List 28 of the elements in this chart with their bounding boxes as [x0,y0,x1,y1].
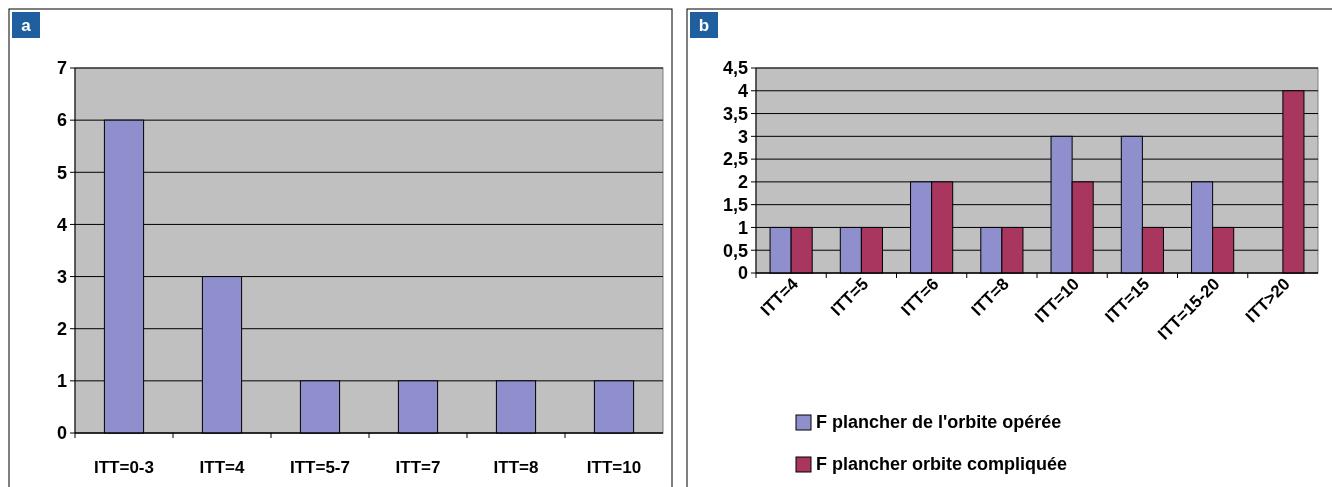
y-tick-label: 1 [737,217,748,238]
x-tick-label: ITT=10 [586,458,642,477]
legend-label: F plancher orbite compliquée [816,454,1068,474]
y-tick-label: 4,5 [722,58,748,79]
y-tick-label: 0 [737,263,748,284]
y-tick-label: 6 [56,110,67,131]
x-tick-label: ITT=5-7 [290,458,350,477]
y-tick-label: 1 [56,371,67,392]
chart-title: a [21,16,32,35]
y-tick-label: 2 [56,319,67,340]
x-tick-label: ITT=4 [199,458,245,477]
legend-label: F plancher de l'orbite opérée [816,412,1062,432]
y-tick-label: 3 [56,266,67,287]
chart-title: b [698,16,710,35]
y-tick-label: 0 [56,423,67,444]
y-tick-label: 3 [737,126,748,147]
x-tick-label: ITT=0-3 [94,458,154,477]
x-tick-label: ITT=7 [395,458,441,477]
y-tick-label: 3,5 [722,103,748,124]
x-tick-label: ITT=8 [493,458,539,477]
y-tick-label: 4 [56,214,67,235]
y-tick-label: 1,5 [722,194,748,215]
y-tick-label: 0,5 [722,240,748,261]
y-tick-label: 7 [56,58,67,79]
y-tick-label: 5 [56,162,67,183]
y-tick-label: 2 [737,172,748,193]
y-tick-label: 4 [737,81,748,102]
y-tick-label: 2,5 [722,149,748,170]
